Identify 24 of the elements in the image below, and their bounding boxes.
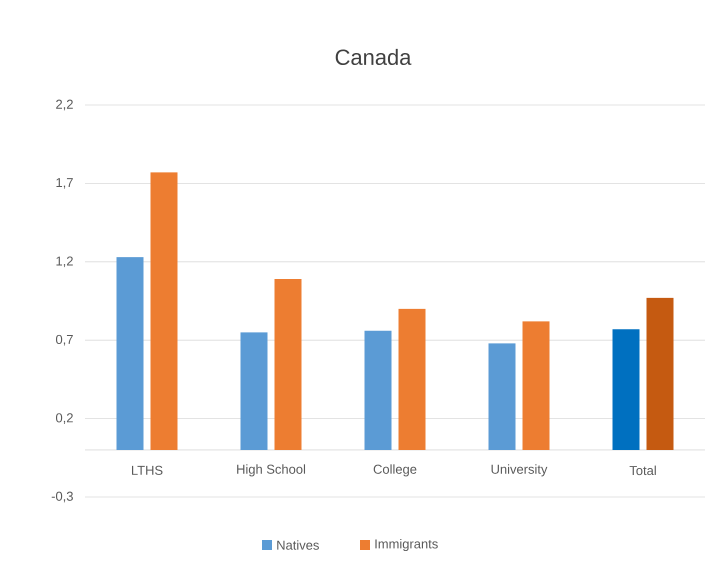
bar [116,257,144,450]
bar [364,330,392,450]
chart-title: Canada [336,48,412,66]
x-tick-label: University [492,464,548,476]
bar [274,279,302,450]
legend-label: Natives [277,540,319,550]
legend-label: Immigrants [375,538,438,552]
bar [522,321,550,450]
y-tick-label: 2,2 [56,100,73,110]
x-tick-label: College [374,464,416,476]
x-tick-label: LTHS [132,466,162,475]
bar [150,172,178,450]
y-tick-label: 1,2 [56,256,73,268]
y-tick-label: 1,7 [56,178,73,189]
y-tick-label: 0,7 [56,334,73,346]
x-tick-label: Total [630,466,656,476]
bar [612,329,640,450]
y-tick-label: 0,2 [56,413,73,424]
bar [646,298,674,450]
bar [398,308,426,450]
y-tick-label: -0,3 [52,492,73,502]
x-tick-label: High School [237,464,306,476]
bar [488,343,516,450]
bar [240,332,268,450]
